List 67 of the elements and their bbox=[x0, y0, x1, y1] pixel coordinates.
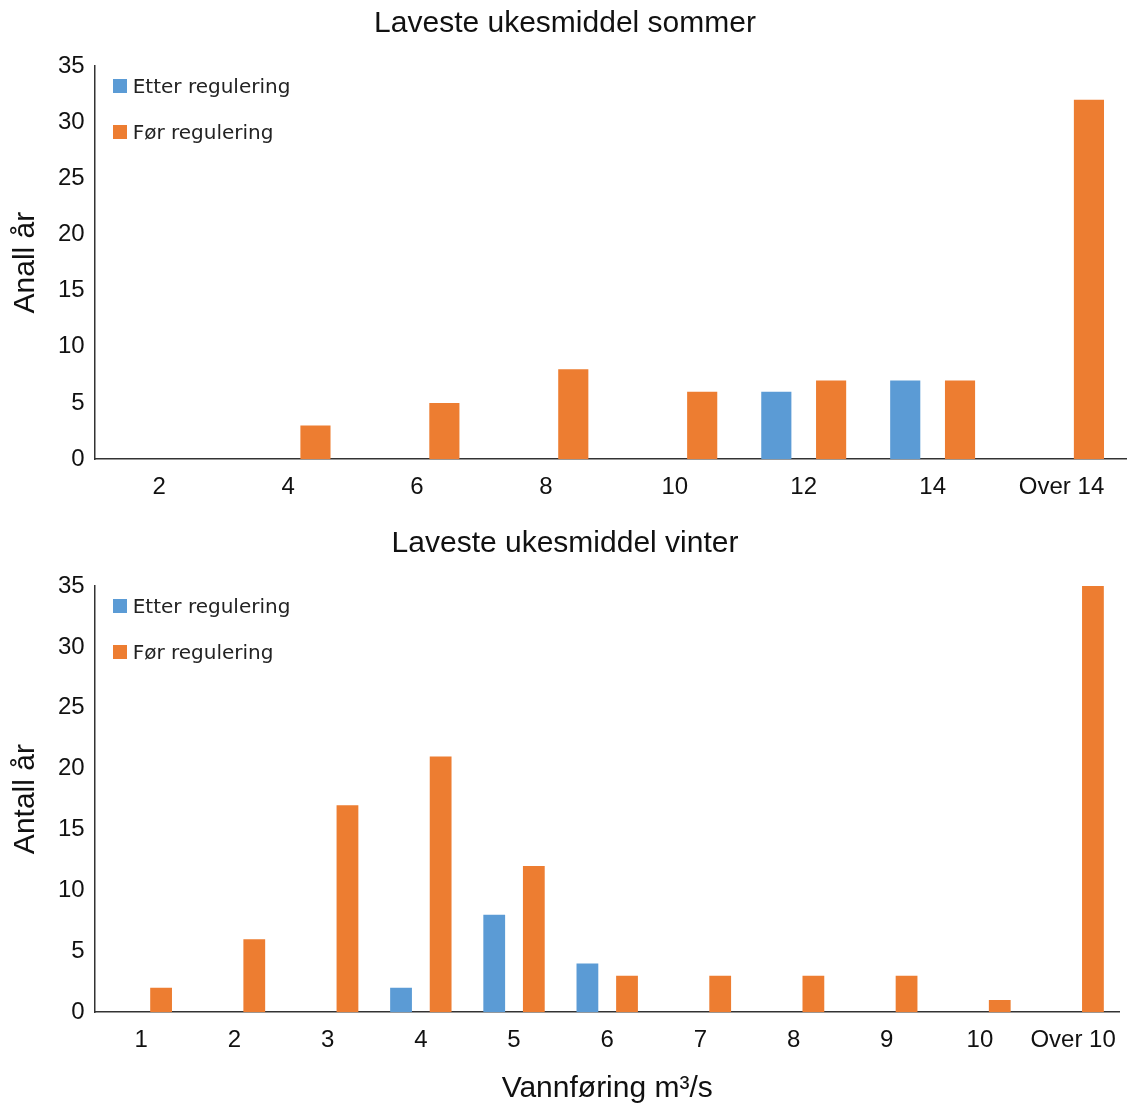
x-tick-label: 1 bbox=[134, 1025, 148, 1053]
x-tick-label: 5 bbox=[507, 1025, 521, 1053]
x-tick-label: 10 bbox=[966, 1025, 994, 1053]
bar bbox=[150, 987, 172, 1013]
y-tick-label: 5 bbox=[71, 387, 85, 415]
legend-label: Etter regulering bbox=[132, 74, 291, 98]
bar bbox=[802, 975, 825, 1013]
bar bbox=[483, 914, 506, 1013]
x-tick-label: 8 bbox=[539, 472, 553, 500]
y-tick-label: 25 bbox=[57, 692, 85, 720]
bar bbox=[1082, 586, 1104, 1013]
y-tick-label: 0 bbox=[71, 443, 85, 471]
x-axis-title: Vannføring m³/s bbox=[501, 1070, 713, 1104]
bar bbox=[890, 380, 921, 460]
bar bbox=[709, 975, 732, 1013]
x-tick-label: 2 bbox=[227, 1025, 242, 1053]
x-tick-label: 9 bbox=[880, 1025, 894, 1053]
x-tick-label: Over 10 bbox=[1030, 1025, 1116, 1053]
bar bbox=[576, 963, 599, 1013]
x-tick-label: 2 bbox=[152, 472, 166, 500]
y-tick-label: 20 bbox=[57, 753, 85, 781]
y-tick-label: 30 bbox=[57, 106, 85, 134]
x-tick-label: 4 bbox=[414, 1025, 428, 1053]
y-tick-label: 25 bbox=[57, 162, 85, 190]
bar bbox=[944, 380, 976, 460]
bar bbox=[390, 987, 412, 1013]
bar bbox=[761, 391, 792, 460]
y-tick-label: 5 bbox=[71, 935, 85, 963]
bar bbox=[243, 939, 266, 1013]
y-tick-label: 35 bbox=[57, 570, 85, 598]
y-tick-label: 20 bbox=[57, 219, 85, 247]
legend-label: Før regulering bbox=[132, 640, 274, 664]
x-tick-label: 12 bbox=[790, 472, 818, 500]
x-tick-label: 6 bbox=[600, 1025, 614, 1053]
chart-title: Laveste ukesmiddel sommer bbox=[374, 5, 756, 39]
bar bbox=[300, 425, 331, 460]
x-tick-label: 8 bbox=[786, 1025, 801, 1053]
legend-label: Etter regulering bbox=[132, 594, 291, 618]
chart-title: Laveste ukesmiddel vinter bbox=[391, 525, 739, 559]
y-tick-label: 0 bbox=[71, 996, 85, 1024]
y-tick-label: 35 bbox=[57, 50, 85, 78]
x-tick-label: 3 bbox=[320, 1025, 335, 1053]
bar bbox=[816, 380, 847, 460]
x-tick-label: 4 bbox=[281, 472, 295, 500]
bar bbox=[429, 403, 460, 460]
bar bbox=[988, 1000, 1011, 1013]
x-tick-label: Over 14 bbox=[1018, 472, 1105, 500]
bar bbox=[895, 975, 918, 1013]
y-axis-title: Antall år bbox=[7, 744, 41, 855]
bar bbox=[558, 369, 589, 460]
bar bbox=[429, 756, 452, 1013]
bar bbox=[336, 805, 359, 1013]
legend-label: Før regulering bbox=[132, 120, 274, 144]
x-tick-label: 6 bbox=[410, 472, 424, 500]
y-tick-label: 30 bbox=[57, 631, 85, 659]
y-tick-label: 15 bbox=[57, 814, 85, 842]
x-tick-label: 14 bbox=[919, 472, 946, 500]
bar bbox=[522, 866, 545, 1013]
bar bbox=[616, 975, 638, 1013]
x-tick-label: 10 bbox=[661, 472, 689, 500]
bar bbox=[1073, 99, 1104, 460]
x-tick-label: 7 bbox=[693, 1025, 708, 1053]
bar bbox=[687, 391, 718, 460]
y-axis-title: Anall år bbox=[7, 211, 41, 314]
y-tick-label: 10 bbox=[57, 875, 85, 903]
y-tick-label: 10 bbox=[57, 331, 85, 359]
y-tick-label: 15 bbox=[57, 275, 85, 303]
